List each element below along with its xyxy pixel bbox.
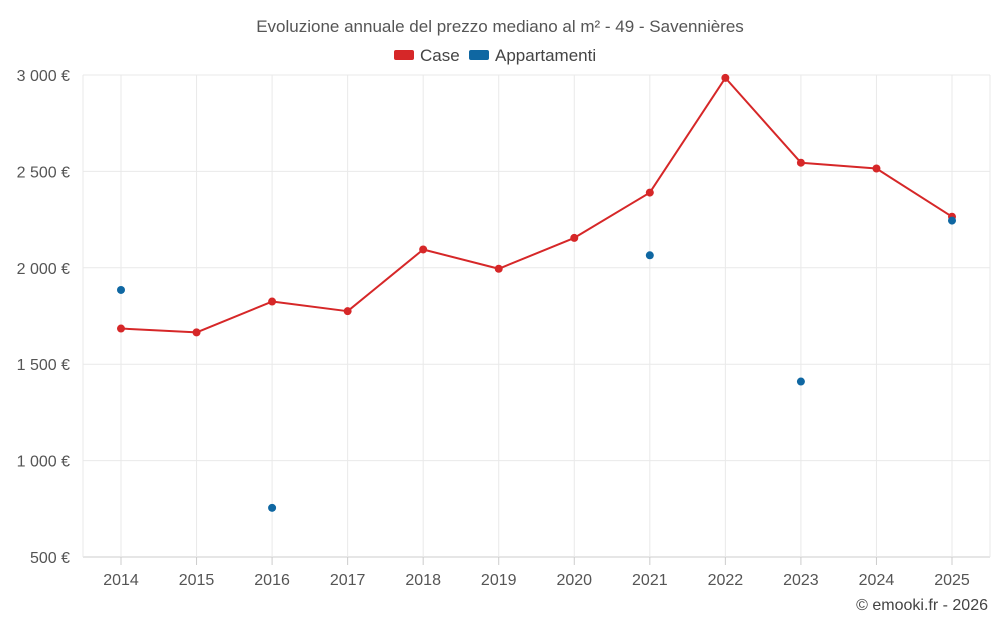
x-tick-label: 2024 xyxy=(859,572,895,589)
legend-item-appartamenti[interactable]: Appartamenti xyxy=(469,46,596,65)
x-tick-label: 2020 xyxy=(556,572,592,589)
legend-item-case[interactable]: Case xyxy=(394,46,460,65)
x-tick-label: 2021 xyxy=(632,572,668,589)
grid xyxy=(82,74,991,558)
y-tick-label: 1 500 € xyxy=(17,357,70,374)
data-point-appartamenti-2023 xyxy=(796,377,805,386)
legend-swatch-appartamenti xyxy=(469,50,489,60)
x-tick-label: 2025 xyxy=(934,572,970,589)
x-tick-label: 2017 xyxy=(330,572,366,589)
data-point-appartamenti-2021 xyxy=(645,251,654,260)
data-point-case-2017 xyxy=(343,307,352,316)
data-point-case-2018 xyxy=(419,245,428,254)
legend: Case Appartamenti xyxy=(394,46,596,65)
y-tick-label: 500 € xyxy=(30,550,70,567)
y-tick-label: 2 000 € xyxy=(17,261,70,278)
data-point-appartamenti-2025 xyxy=(948,216,956,225)
x-tick-label: 2019 xyxy=(481,572,517,589)
data-point-case-2021 xyxy=(645,188,654,197)
x-tick-label: 2015 xyxy=(179,572,215,589)
data-point-case-2023 xyxy=(796,158,805,167)
data-point-appartamenti-2014 xyxy=(117,285,125,294)
y-tick-label: 2 500 € xyxy=(17,164,70,181)
chart-title: Evoluzione annuale del prezzo mediano al… xyxy=(256,17,744,36)
data-point-case-2020 xyxy=(570,233,579,242)
y-tick-label: 1 000 € xyxy=(17,454,70,471)
series-line-case xyxy=(120,76,953,334)
x-tick-label: 2018 xyxy=(405,572,441,589)
data-point-case-2022 xyxy=(721,73,730,82)
data-point-case-2014 xyxy=(117,324,125,333)
legend-label-appartamenti: Appartamenti xyxy=(495,46,596,65)
x-tick-label: 2016 xyxy=(254,572,290,589)
data-point-case-2016 xyxy=(268,297,277,306)
axes: 500 € 1 000 € 1 500 € 2 000 € 2 500 € 3 000 €… xyxy=(17,68,970,589)
x-tick-label: 2023 xyxy=(783,572,819,589)
data-point-case-2024 xyxy=(872,164,881,173)
x-tick-label: 2022 xyxy=(708,572,744,589)
data-point-case-2019 xyxy=(494,264,503,273)
data-point-appartamenti-2016 xyxy=(268,503,277,512)
x-tick-label: 2014 xyxy=(103,572,139,589)
y-tick-label: 3 000 € xyxy=(17,68,70,85)
credit: © emooki.fr - 2026 xyxy=(856,597,988,614)
legend-label-case: Case xyxy=(420,46,460,65)
legend-swatch-case xyxy=(394,50,414,60)
series xyxy=(117,73,956,512)
data-point-case-2015 xyxy=(192,328,201,337)
